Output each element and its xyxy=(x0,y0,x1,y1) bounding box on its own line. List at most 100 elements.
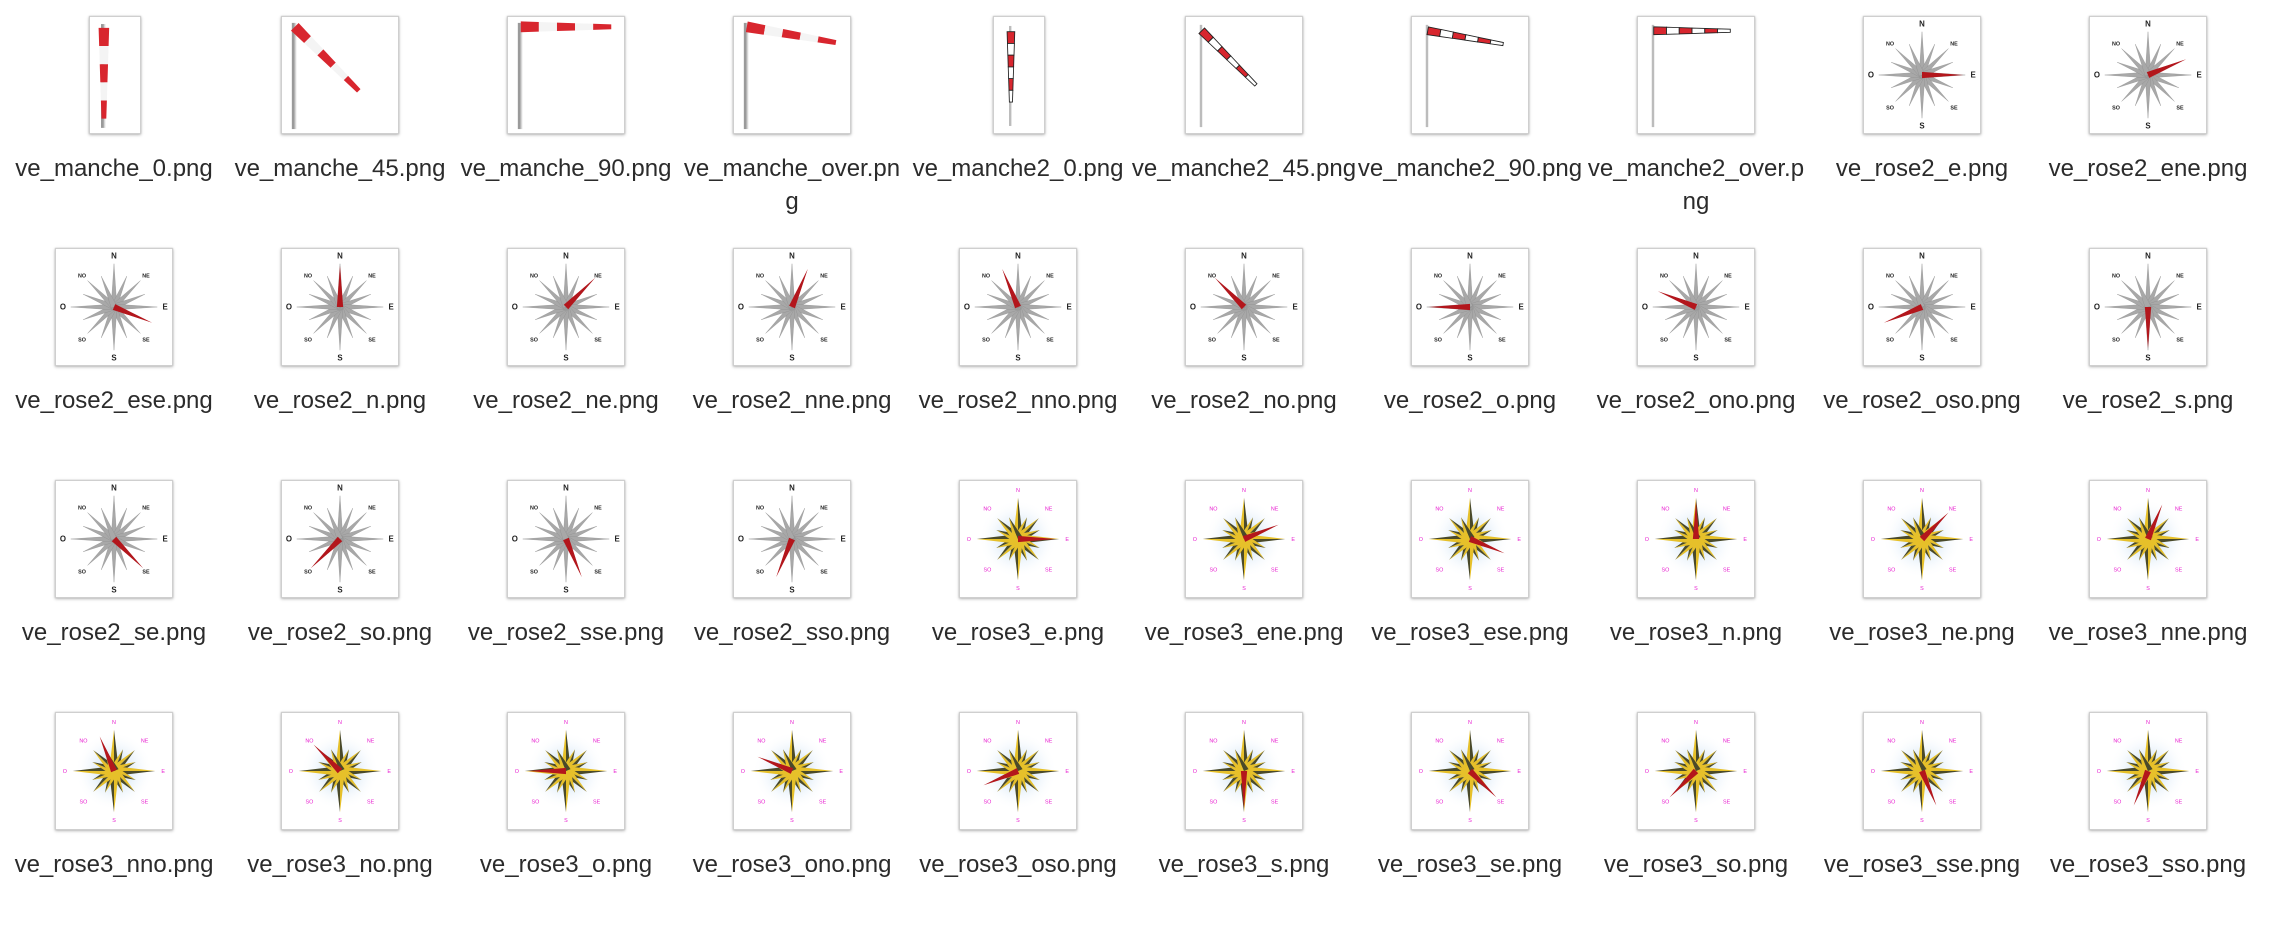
file-item[interactable]: N E S O NE SE SO NO ve_rose3_s.png xyxy=(1131,696,1357,921)
file-thumbnail[interactable]: N E S O NE SE SO NO xyxy=(55,712,173,830)
file-thumbnail[interactable] xyxy=(1411,16,1529,134)
file-item[interactable]: ve_manche_90.png xyxy=(453,0,679,225)
file-thumbnail[interactable]: N E S O NE SE SO NO xyxy=(1637,248,1755,366)
file-item[interactable]: N E S O NE SE SO NO ve_rose3_se.png xyxy=(1357,696,1583,921)
file-thumbnail[interactable]: N E S O NE SE SO NO xyxy=(281,712,399,830)
file-thumbnail[interactable]: N E S O NE SE SO NO xyxy=(1185,480,1303,598)
file-item[interactable]: N E S O NE SE SO NO ve_rose2_e.png xyxy=(1809,0,2035,225)
file-name-label: ve_rose2_nne.png xyxy=(692,387,892,414)
svg-text:S: S xyxy=(1467,354,1472,363)
windsock-icon xyxy=(1198,24,1258,128)
file-item[interactable]: N E S O NE SE SO NO ve_rose2_ese.png xyxy=(1,232,227,457)
file-thumbnail[interactable]: N E S O NE SE SO NO xyxy=(1863,16,1981,134)
file-thumbnail[interactable]: N E S O NE SE SO NO xyxy=(959,712,1077,830)
file-item[interactable]: ve_manche2_45.png xyxy=(1131,0,1357,225)
file-thumbnail[interactable]: N E S O NE SE SO NO xyxy=(1185,248,1303,366)
file-thumbnail[interactable]: N E S O NE SE SO NO xyxy=(733,712,851,830)
file-item[interactable]: N E S O NE SE SO NO ve_rose2_se.png xyxy=(1,464,227,689)
file-thumbnail[interactable]: N E S O NE SE SO NO xyxy=(1185,712,1303,830)
file-thumbnail[interactable]: N E S O NE SE SO NO xyxy=(281,480,399,598)
file-thumbnail[interactable]: N E S O NE SE SO NO xyxy=(281,248,399,366)
file-item[interactable]: N E S O NE SE SO NO ve_rose2_sso.png xyxy=(679,464,905,689)
file-name-label: ve_manche2_90.png xyxy=(1357,155,1583,182)
file-item[interactable]: N E S O NE SE SO NO ve_rose2_no.png xyxy=(1131,232,1357,457)
file-name-label: ve_manche2_over.png xyxy=(1587,155,1805,215)
file-thumbnail[interactable]: N E S O NE SE SO NO xyxy=(2089,248,2207,366)
file-thumbnail[interactable] xyxy=(507,16,625,134)
file-thumbnail[interactable] xyxy=(733,16,851,134)
file-item[interactable]: N E S O NE SE SO NO ve_rose2_o.png xyxy=(1357,232,1583,457)
file-item[interactable]: N E S O NE SE SO NO ve_rose2_n.png xyxy=(227,232,453,457)
file-thumbnail[interactable]: N E S O NE SE SO NO xyxy=(959,480,1077,598)
file-thumbnail[interactable] xyxy=(1185,16,1303,134)
file-thumbnail[interactable]: N E S O NE SE SO NO xyxy=(507,712,625,830)
svg-text:NO: NO xyxy=(530,273,538,279)
file-item[interactable]: N E S O NE SE SO NO ve_rose2_oso.png xyxy=(1809,232,2035,457)
svg-text:SE: SE xyxy=(2176,337,2184,343)
file-item[interactable]: N E S O NE SE SO NO ve_rose3_ene.png xyxy=(1131,464,1357,689)
file-thumbnail[interactable]: N E S O NE SE SO NO xyxy=(1863,480,1981,598)
file-thumbnail[interactable] xyxy=(993,16,1045,134)
file-thumbnail[interactable] xyxy=(89,16,141,134)
file-item[interactable]: ve_manche2_90.png xyxy=(1357,0,1583,225)
file-item[interactable]: N E S O NE SE SO NO ve_rose3_nno.png xyxy=(1,696,227,921)
file-thumbnail[interactable]: N E S O NE SE SO NO xyxy=(1637,480,1755,598)
file-item[interactable]: ve_manche_45.png xyxy=(227,0,453,225)
file-item[interactable]: N E S O NE SE SO NO ve_rose3_nne.png xyxy=(2035,464,2261,689)
file-item[interactable]: N E S O NE SE SO NO ve_rose2_nno.png xyxy=(905,232,1131,457)
file-thumbnail[interactable]: N E S O NE SE SO NO xyxy=(1863,712,1981,830)
file-item[interactable]: N E S O NE SE SO NO ve_rose3_sse.png xyxy=(1809,696,2035,921)
file-item[interactable]: N E S O NE SE SO NO ve_rose2_so.png xyxy=(227,464,453,689)
file-thumbnail[interactable]: N E S O NE SE SO NO xyxy=(2089,712,2207,830)
svg-text:N: N xyxy=(1694,720,1698,726)
file-thumbnail[interactable]: N E S O NE SE SO NO xyxy=(1411,712,1529,830)
file-thumbnail[interactable]: N E S O NE SE SO NO xyxy=(733,480,851,598)
file-thumbnail[interactable]: N E S O NE SE SO NO xyxy=(2089,480,2207,598)
svg-text:NO: NO xyxy=(1886,41,1894,47)
svg-text:E: E xyxy=(161,769,165,775)
svg-text:N: N xyxy=(1694,488,1698,494)
file-item[interactable]: N E S O NE SE SO NO ve_rose2_ono.png xyxy=(1583,232,1809,457)
file-item[interactable]: N E S O NE SE SO NO ve_rose3_ese.png xyxy=(1357,464,1583,689)
file-thumbnail[interactable]: N E S O NE SE SO NO xyxy=(55,248,173,366)
svg-text:O: O xyxy=(738,302,744,311)
file-thumbnail[interactable]: N E S O NE SE SO NO xyxy=(1863,248,1981,366)
file-item[interactable]: ve_manche_over.png xyxy=(679,0,905,225)
file-thumbnail[interactable]: N E S O NE SE SO NO xyxy=(1637,712,1755,830)
file-thumbnail[interactable]: N E S O NE SE SO NO xyxy=(959,248,1077,366)
file-thumbnail[interactable] xyxy=(281,16,399,134)
file-item[interactable]: N E S O NE SE SO NO ve_rose3_e.png xyxy=(905,464,1131,689)
file-item[interactable]: N E S O NE SE SO NO ve_rose3_o.png xyxy=(453,696,679,921)
file-item[interactable]: N E S O NE SE SO NO ve_rose3_n.png xyxy=(1583,464,1809,689)
file-thumbnail[interactable]: N E S O NE SE SO NO xyxy=(1411,248,1529,366)
file-item[interactable]: N E S O NE SE SO NO ve_rose3_ono.png xyxy=(679,696,905,921)
file-item[interactable]: ve_manche_0.png xyxy=(1,0,227,225)
file-thumbnail[interactable]: N E S O NE SE SO NO xyxy=(55,480,173,598)
file-item[interactable]: N E S O NE SE SO NO ve_rose2_s.png xyxy=(2035,232,2261,457)
file-item[interactable]: N E S O NE SE SO NO ve_rose2_sse.png xyxy=(453,464,679,689)
svg-text:S: S xyxy=(789,586,794,595)
file-thumbnail[interactable] xyxy=(1637,16,1755,134)
file-thumbnail[interactable]: N E S O NE SE SO NO xyxy=(507,248,625,366)
file-thumbnail[interactable]: N E S O NE SE SO NO xyxy=(1411,480,1529,598)
file-item[interactable]: N E S O NE SE SO NO ve_rose3_sso.png xyxy=(2035,696,2261,921)
svg-text:SE: SE xyxy=(1950,337,1958,343)
file-item[interactable]: N E S O NE SE SO NO ve_rose2_ne.png xyxy=(453,232,679,457)
file-item[interactable]: N E S O NE SE SO NO ve_rose3_no.png xyxy=(227,696,453,921)
file-item[interactable]: ve_manche2_over.png xyxy=(1583,0,1809,225)
file-item[interactable]: ve_manche2_0.png xyxy=(905,0,1131,225)
file-item[interactable]: N E S O NE SE SO NO ve_rose3_ne.png xyxy=(1809,464,2035,689)
file-item[interactable]: N E S O NE SE SO NO ve_rose3_so.png xyxy=(1583,696,1809,921)
svg-text:SE: SE xyxy=(1949,568,1957,574)
file-item[interactable]: N E S O NE SE SO NO ve_rose2_nne.png xyxy=(679,232,905,457)
file-thumbnail[interactable]: N E S O NE SE SO NO xyxy=(733,248,851,366)
svg-text:NE: NE xyxy=(819,738,827,744)
file-thumbnail[interactable]: N E S O NE SE SO NO xyxy=(507,480,625,598)
file-item[interactable]: N E S O NE SE SO NO ve_rose3_oso.png xyxy=(905,696,1131,921)
file-item[interactable]: N E S O NE SE SO NO ve_rose2_ene.png xyxy=(2035,0,2261,225)
svg-text:N: N xyxy=(789,251,795,260)
file-thumbnail[interactable]: N E S O NE SE SO NO xyxy=(2089,16,2207,134)
